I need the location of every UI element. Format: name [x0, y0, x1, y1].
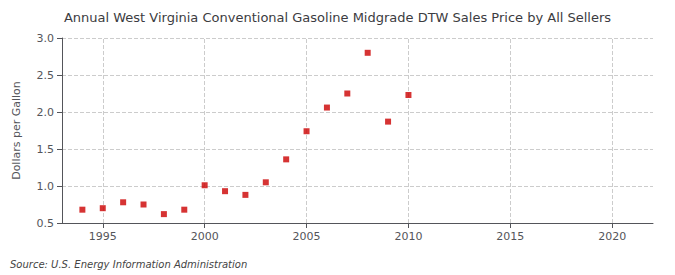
svg-text:2005: 2005 — [293, 230, 321, 243]
svg-text:1.5: 1.5 — [37, 143, 55, 156]
svg-text:2020: 2020 — [598, 230, 626, 243]
svg-text:2000: 2000 — [191, 230, 219, 243]
svg-text:3.0: 3.0 — [37, 32, 55, 45]
svg-text:2015: 2015 — [496, 230, 524, 243]
svg-text:2.0: 2.0 — [37, 106, 55, 119]
svg-text:Annual West Virginia Conventio: Annual West Virginia Conventional Gasoli… — [64, 10, 611, 25]
svg-text:2.5: 2.5 — [37, 69, 55, 82]
svg-text:0.5: 0.5 — [37, 217, 55, 230]
svg-text:1995: 1995 — [89, 230, 117, 243]
svg-text:Dollars per Gallon: Dollars per Gallon — [10, 81, 23, 180]
svg-text:2010: 2010 — [394, 230, 422, 243]
svg-text:1.0: 1.0 — [37, 180, 55, 193]
svg-text:Source: U.S. Energy Informatio: Source: U.S. Energy Information Administ… — [10, 259, 247, 270]
